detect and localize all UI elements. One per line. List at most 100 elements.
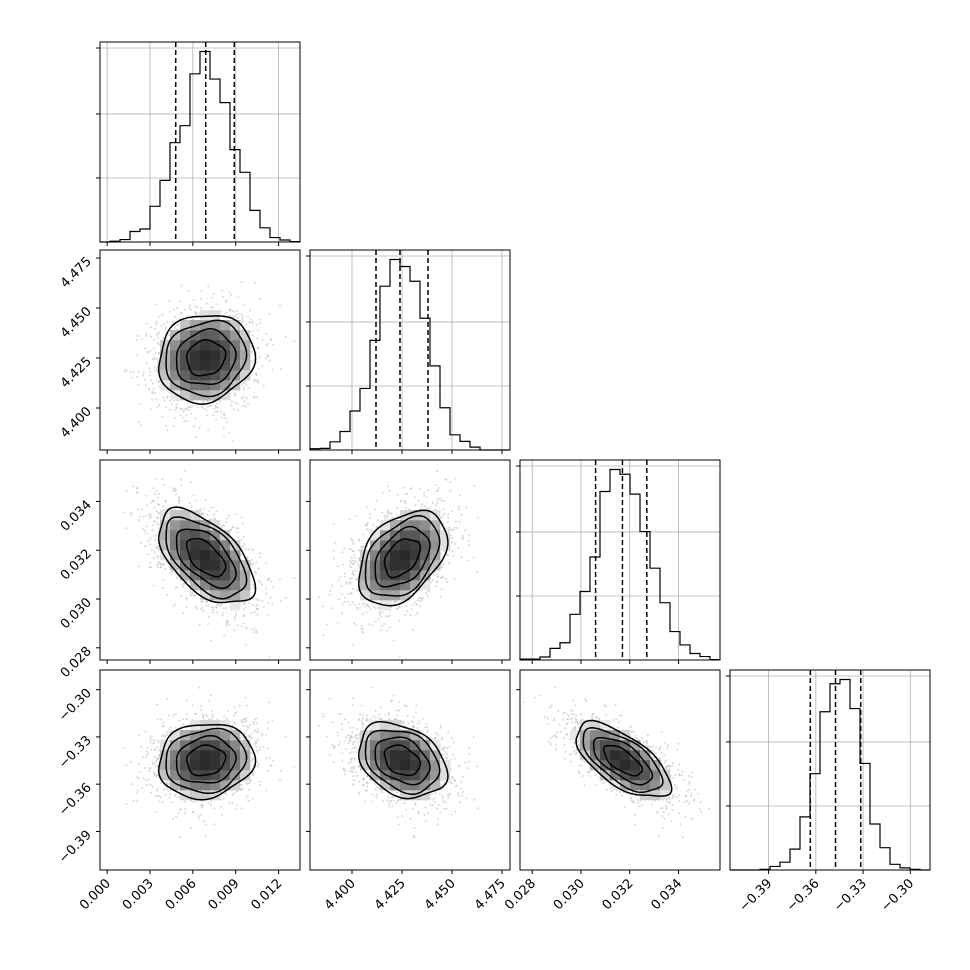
- sample-point: [236, 624, 239, 627]
- sample-point: [194, 417, 197, 420]
- sample-point: [255, 560, 258, 563]
- sample-point: [251, 320, 254, 322]
- sample-point: [137, 420, 140, 423]
- density-cell: [390, 550, 401, 561]
- sample-point: [240, 321, 243, 324]
- sample-point: [411, 628, 414, 631]
- sample-point: [353, 603, 356, 606]
- sample-point: [355, 515, 358, 518]
- sample-point: [237, 296, 240, 299]
- sample-point: [247, 548, 250, 551]
- sample-point: [341, 612, 343, 615]
- sample-point: [423, 495, 426, 497]
- density-cell: [200, 550, 211, 561]
- sample-point: [209, 506, 212, 509]
- sample-point: [269, 596, 272, 599]
- sample-point: [145, 754, 148, 757]
- sample-point: [191, 591, 194, 594]
- sample-point: [343, 575, 346, 578]
- sample-point: [368, 623, 370, 626]
- sample-point: [143, 378, 146, 381]
- sample-point: [150, 326, 153, 329]
- sample-point: [268, 312, 271, 315]
- sample-point: [228, 432, 231, 434]
- sample-point: [349, 603, 352, 606]
- sample-point: [213, 606, 216, 609]
- sample-point: [245, 548, 248, 551]
- sample-point: [210, 306, 213, 309]
- sample-point: [207, 285, 210, 288]
- sample-point: [205, 601, 208, 603]
- panel-0-0: [96, 41, 301, 246]
- sample-point: [200, 510, 203, 513]
- sample-point: [241, 522, 244, 525]
- sample-point: [255, 372, 258, 375]
- sample-point: [194, 436, 197, 439]
- sample-point: [150, 398, 153, 401]
- sample-point: [151, 529, 154, 531]
- sample-point: [178, 497, 181, 500]
- sample-point: [250, 628, 253, 631]
- sample-point: [235, 613, 238, 616]
- sample-point: [175, 403, 178, 406]
- sample-point: [372, 524, 375, 527]
- sample-point: [381, 511, 384, 514]
- sample-point: [187, 290, 190, 292]
- sample-point: [182, 723, 185, 726]
- sample-point: [233, 408, 236, 411]
- sample-point: [451, 541, 453, 544]
- sample-point: [381, 611, 384, 614]
- sample-point: [255, 374, 258, 377]
- sample-point: [435, 489, 438, 492]
- sample-point: [451, 537, 453, 540]
- sample-point: [220, 526, 223, 529]
- sample-point: [135, 338, 138, 341]
- sample-point: [182, 417, 185, 419]
- sample-point: [256, 378, 259, 381]
- sample-point: [421, 503, 424, 506]
- sample-point: [280, 368, 282, 371]
- sample-point: [266, 613, 269, 616]
- sample-point: [332, 557, 335, 560]
- sample-point: [186, 713, 188, 715]
- sample-point: [247, 315, 250, 318]
- sample-point: [434, 584, 437, 587]
- sample-point: [420, 599, 423, 601]
- sample-point: [136, 334, 139, 337]
- sample-point: [200, 290, 203, 293]
- sample-point: [192, 494, 195, 497]
- sample-point: [357, 538, 360, 541]
- sample-point: [155, 320, 158, 323]
- sample-point: [378, 611, 381, 614]
- sample-point: [468, 539, 470, 542]
- sample-point: [180, 311, 183, 314]
- density-cell: [200, 350, 211, 361]
- sample-point: [190, 412, 193, 415]
- sample-point: [184, 470, 187, 473]
- sample-point: [251, 548, 254, 551]
- sample-point: [379, 613, 382, 616]
- sample-point: [181, 583, 184, 586]
- sample-point: [333, 522, 336, 525]
- sample-point: [155, 534, 158, 537]
- sample-point: [185, 606, 188, 609]
- sample-point: [293, 577, 296, 580]
- sample-point: [398, 606, 401, 609]
- sample-point: [236, 317, 239, 320]
- sample-point: [223, 797, 225, 800]
- sample-point: [174, 489, 177, 492]
- sample-point: [431, 578, 434, 581]
- sample-point: [147, 540, 150, 542]
- sample-point: [361, 612, 364, 615]
- sample-point: [235, 314, 238, 317]
- density-cell: [210, 380, 221, 391]
- sample-point: [449, 481, 452, 484]
- sample-point: [256, 603, 259, 606]
- sample-point: [442, 575, 445, 578]
- sample-point: [355, 578, 357, 581]
- sample-point: [214, 405, 217, 408]
- sample-point: [234, 615, 237, 618]
- sample-point: [181, 585, 184, 588]
- sample-point: [157, 560, 160, 563]
- sample-point: [130, 376, 133, 379]
